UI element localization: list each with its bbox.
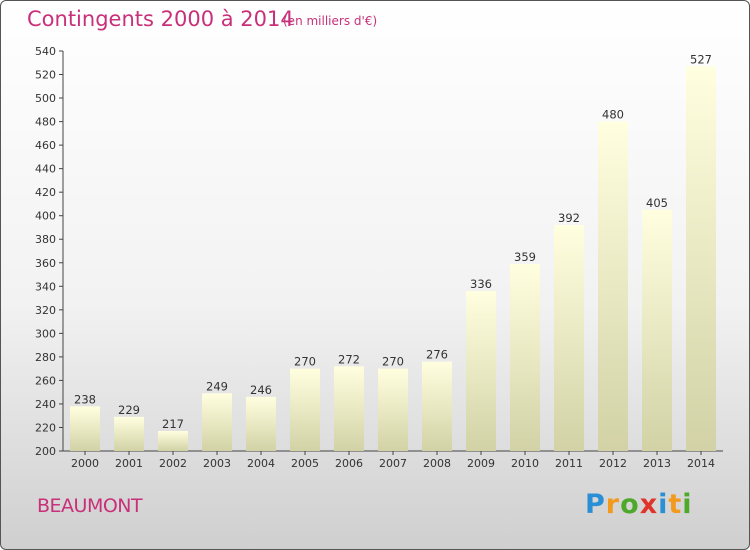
proxiti-logo: Proxiti xyxy=(585,489,693,520)
y-tick-label: 240 xyxy=(35,398,56,411)
y-tick-label: 400 xyxy=(35,210,56,223)
bar-2006 xyxy=(334,366,364,451)
x-tick-label: 2010 xyxy=(511,457,539,470)
x-tick-label: 2009 xyxy=(467,457,495,470)
x-tick-label: 2008 xyxy=(423,457,451,470)
x-axis: 2000 2001 2002 2003 2004 2005 2006 2007 2008 2009… xyxy=(63,450,723,470)
data-label-2009: 336 xyxy=(470,277,492,291)
data-label-2006: 272 xyxy=(338,352,360,366)
y-tick-label: 440 xyxy=(35,163,56,176)
y-tick-label: 480 xyxy=(35,116,56,129)
logo-letter: i xyxy=(682,489,693,520)
bar-2013 xyxy=(642,209,672,451)
bar-2010 xyxy=(510,263,540,451)
chart-title: Contingents 2000 à 2014 xyxy=(27,7,294,31)
data-label-2007: 270 xyxy=(382,355,404,369)
data-labels: 238 229 217 249 246 270 272 270 276 336 359 392 480 4… xyxy=(74,52,712,431)
data-label-2008: 276 xyxy=(426,348,448,362)
x-tick-label: 2005 xyxy=(291,457,319,470)
logo-letter: i xyxy=(658,489,669,520)
y-tick-label: 380 xyxy=(35,233,56,246)
logo-letter: P xyxy=(585,489,606,520)
y-tick-label: 300 xyxy=(35,327,56,340)
city-name: BEAUMONT xyxy=(37,495,143,517)
x-tick-label: 2011 xyxy=(555,457,583,470)
bars xyxy=(70,66,716,452)
y-tick-label: 540 xyxy=(35,45,56,58)
y-tick-label: 280 xyxy=(35,351,56,364)
data-label-2012: 480 xyxy=(602,108,624,122)
y-tick-label: 200 xyxy=(35,445,56,458)
bar-2005 xyxy=(290,368,320,451)
y-tick-label: 320 xyxy=(35,304,56,317)
bar-2011 xyxy=(554,225,584,451)
bar-2007 xyxy=(378,368,408,451)
logo-letter: o xyxy=(620,489,640,520)
y-axis: 200 220 240 260 280 300 320 340 360 380 400 420 440 4… xyxy=(35,45,64,458)
logo-letter: x xyxy=(639,489,659,520)
y-tick-label: 340 xyxy=(35,280,56,293)
y-tick-label: 460 xyxy=(35,139,56,152)
bar-2004 xyxy=(246,396,276,451)
bar-2001 xyxy=(114,416,144,451)
data-label-2004: 246 xyxy=(250,383,272,397)
y-tick-label: 360 xyxy=(35,257,56,270)
y-tick-label: 520 xyxy=(35,69,56,82)
bar-2014 xyxy=(686,66,716,451)
logo-letter: t xyxy=(668,489,683,520)
logo-letter: r xyxy=(605,489,621,520)
y-tick-label: 500 xyxy=(35,92,56,105)
bar-2012 xyxy=(598,121,628,452)
data-label-2013: 405 xyxy=(646,196,668,210)
x-tick-label: 2001 xyxy=(115,457,143,470)
x-tick-label: 2006 xyxy=(335,457,363,470)
data-label-2014: 527 xyxy=(690,52,712,66)
bar-2009 xyxy=(466,291,496,451)
x-tick-label: 2002 xyxy=(159,457,187,470)
x-tick-label: 2014 xyxy=(687,457,715,470)
x-tick-label: 2000 xyxy=(71,457,99,470)
x-tick-label: 2013 xyxy=(643,457,671,470)
data-label-2000: 238 xyxy=(74,392,96,406)
bar-2000 xyxy=(70,406,100,451)
x-tick-label: 2012 xyxy=(599,457,627,470)
data-label-2005: 270 xyxy=(294,355,316,369)
data-label-2011: 392 xyxy=(558,211,580,225)
data-label-2010: 359 xyxy=(514,250,536,264)
data-label-2001: 229 xyxy=(118,403,140,417)
data-label-2002: 217 xyxy=(162,417,184,431)
y-tick-label: 220 xyxy=(35,421,56,434)
chart-subtitle: (en milliers d'€) xyxy=(283,14,378,28)
x-tick-label: 2007 xyxy=(379,457,407,470)
x-tick-label: 2003 xyxy=(203,457,231,470)
x-tick-label: 2004 xyxy=(247,457,275,470)
y-tick-label: 420 xyxy=(35,186,56,199)
bar-2008 xyxy=(422,361,452,451)
data-label-2003: 249 xyxy=(206,379,228,393)
y-tick-label: 260 xyxy=(35,374,56,387)
bar-2003 xyxy=(202,393,232,451)
bar-2002 xyxy=(158,431,188,451)
